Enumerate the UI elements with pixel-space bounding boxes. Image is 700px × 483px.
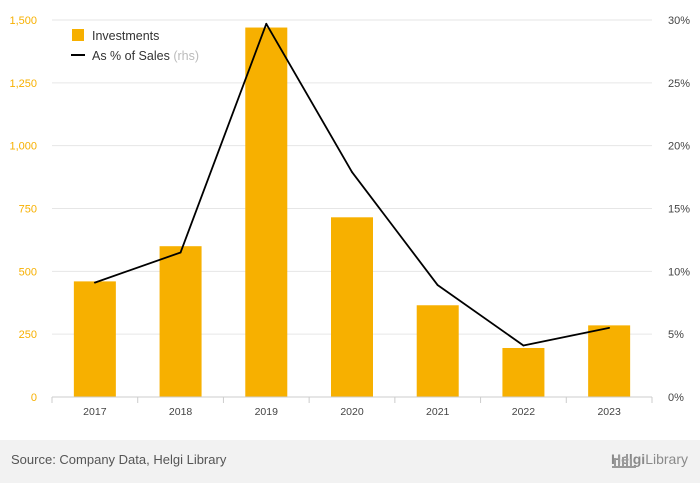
y-left-tick-label: 1,000 xyxy=(9,141,37,153)
bar-investments xyxy=(416,305,459,397)
y-left-tick-label: 1,500 xyxy=(9,15,37,27)
bar-investments xyxy=(502,347,545,397)
y-right-tick-label: 10% xyxy=(668,266,690,278)
legend-swatch-investments xyxy=(72,29,84,41)
bar-investments xyxy=(245,27,288,397)
legend-label-investments: Investments xyxy=(92,29,159,43)
legend-label-sales: As % of Sales (rhs) xyxy=(92,49,199,63)
line-point xyxy=(179,251,182,254)
legend: Investments As % of Sales (rhs) xyxy=(71,29,199,63)
x-tick-label: 2022 xyxy=(512,406,536,418)
line-point xyxy=(93,281,96,284)
x-tick-label: 2021 xyxy=(426,406,450,418)
y-left-tick-label: 0 xyxy=(31,392,37,404)
line-point xyxy=(522,344,525,347)
y-right-tick-label: 20% xyxy=(668,141,690,153)
line-series xyxy=(93,22,611,347)
line-point xyxy=(351,171,353,173)
y-right-tick-label: 5% xyxy=(668,329,684,341)
axes: 0 250 500 750 1,000 1,250 1,500 0% 5% 10% 15% 20% 25… xyxy=(9,15,690,418)
x-tick-label: 2023 xyxy=(597,406,621,418)
line-point xyxy=(436,284,439,287)
bar-investments xyxy=(588,325,631,397)
library-building-icon xyxy=(611,454,636,468)
x-tick-label: 2017 xyxy=(83,406,107,418)
brand-suffix: Library xyxy=(645,451,688,467)
chart-svg: 0 250 500 750 1,000 1,250 1,500 0% 5% 10% 15% 20% 25… xyxy=(9,15,690,418)
x-tick-label: 2019 xyxy=(255,406,279,418)
bar-investments xyxy=(331,217,373,397)
y-left-tick-label: 500 xyxy=(19,266,37,278)
y-left-tick-label: 1,250 xyxy=(9,78,37,90)
y-left-tick-label: 250 xyxy=(19,329,37,341)
source-text: Source: Company Data, Helgi Library xyxy=(11,452,227,467)
bars xyxy=(73,27,631,397)
grid xyxy=(52,19,652,335)
helgi-library-logo: HelgiLibrary xyxy=(611,451,688,468)
y-left-tick-label: 750 xyxy=(19,204,37,216)
footer: Source: Company Data, Helgi Library Helg… xyxy=(0,440,700,483)
y-right-tick-label: 25% xyxy=(668,78,690,90)
x-tick-label: 2018 xyxy=(169,406,193,418)
y-right-tick-label: 30% xyxy=(668,15,690,27)
bar-investments xyxy=(159,246,202,397)
x-tick-label: 2020 xyxy=(340,406,364,418)
line-point xyxy=(608,326,611,329)
bar-investments xyxy=(73,281,116,397)
y-right-tick-label: 0% xyxy=(668,392,684,404)
legend-rhs-note: (rhs) xyxy=(173,49,199,63)
line-point xyxy=(265,22,268,25)
y-right-tick-label: 15% xyxy=(668,204,690,216)
